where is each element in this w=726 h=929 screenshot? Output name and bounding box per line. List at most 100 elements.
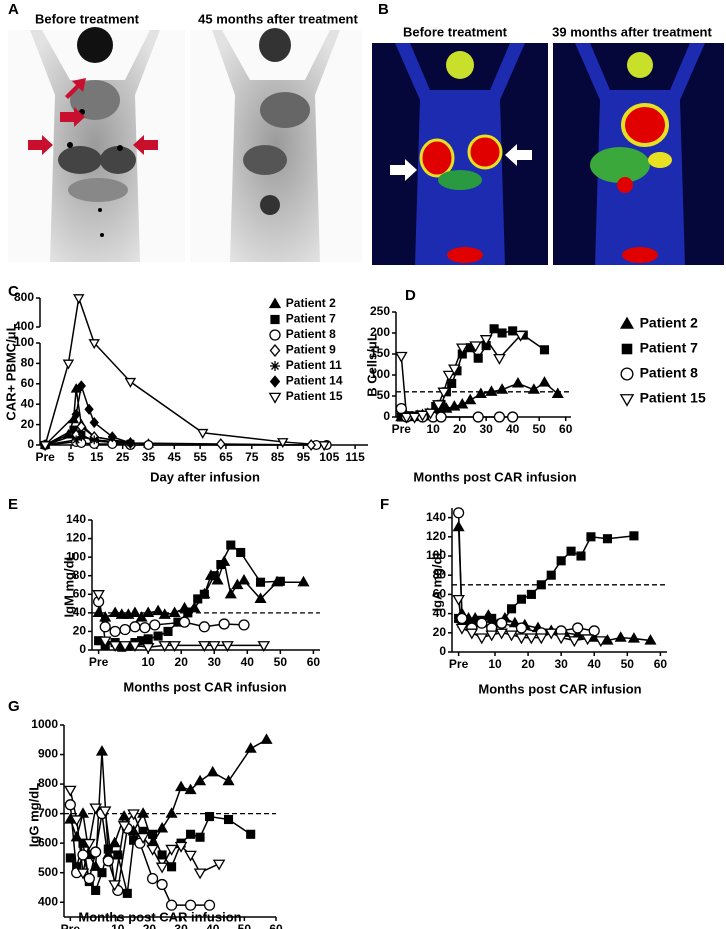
legend-label: Patient 14 (286, 374, 343, 388)
marker (64, 799, 76, 811)
x-tick-label: 75 (245, 450, 259, 464)
marker (453, 507, 465, 519)
marker (146, 872, 159, 885)
marker (107, 431, 117, 443)
marker (511, 376, 525, 388)
y-tick-label: 500 (38, 865, 58, 879)
marker (113, 850, 123, 860)
legend-label: Patient 15 (286, 389, 343, 403)
marker (516, 594, 527, 604)
marker (143, 439, 154, 451)
y-tick-label: 100 (14, 335, 34, 349)
marker (576, 551, 586, 561)
marker (257, 641, 271, 653)
marker (456, 612, 468, 625)
marker (168, 606, 181, 617)
legend-label: Patient 7 (640, 340, 699, 356)
marker (536, 580, 546, 590)
marker (226, 540, 236, 550)
marker (118, 810, 131, 821)
image-caption: Before treatment (403, 24, 508, 39)
marker (586, 532, 596, 542)
marker (76, 420, 87, 433)
marker (149, 619, 161, 631)
y-tick-label: 800 (38, 776, 58, 790)
marker (469, 341, 482, 353)
x-tick-label: 20 (143, 922, 157, 929)
marker (514, 330, 527, 342)
marker (83, 838, 96, 850)
legend-label: Patient 11 (286, 358, 342, 372)
x-tick-label: 50 (274, 655, 288, 669)
legend-label: Patient 8 (640, 365, 699, 381)
x-axis-title: Months post CAR infusion (478, 681, 641, 696)
marker (143, 634, 153, 644)
y-tick-label: 120 (66, 531, 86, 545)
marker (76, 807, 90, 818)
legend-label: Patient 15 (640, 390, 706, 406)
marker (196, 428, 209, 439)
marker (487, 613, 497, 623)
x-tick-label: 35 (142, 450, 156, 464)
marker (260, 733, 273, 744)
marker (614, 631, 627, 642)
marker (493, 411, 506, 423)
y-tick-label: 80 (433, 567, 447, 581)
marker (627, 632, 640, 643)
y-axis-title: IgA mg/dL (429, 548, 444, 611)
marker (71, 408, 81, 420)
marker (497, 328, 507, 338)
marker (142, 606, 155, 617)
marker (118, 641, 132, 653)
marker (128, 641, 142, 653)
marker (76, 868, 90, 880)
marker (485, 385, 498, 396)
marker (83, 872, 95, 885)
pet-image (372, 43, 724, 265)
y-tick-label: 400 (14, 319, 34, 333)
x-tick-label: 30 (174, 922, 188, 929)
x-axis-title: Day after infusion (150, 469, 260, 484)
marker (155, 862, 169, 874)
y-tick-label: 0 (439, 644, 446, 658)
x-tick-label: 105 (319, 450, 339, 464)
marker (95, 745, 109, 756)
marker (594, 636, 608, 648)
marker (193, 594, 203, 604)
marker (84, 403, 94, 415)
marker (465, 628, 479, 640)
x-tick-label: 115 (345, 450, 365, 464)
legend-label: Patient 9 (286, 343, 336, 357)
legend-label: Patient 2 (286, 296, 336, 310)
y-tick-label: 40 (21, 396, 35, 410)
marker (203, 899, 216, 911)
marker (109, 606, 122, 617)
marker (193, 868, 207, 880)
marker (236, 547, 246, 558)
y-tick-label: 60 (21, 376, 35, 390)
x-axis-title: Months post CAR infusion (413, 469, 576, 484)
x-tick-label: 40 (588, 657, 602, 671)
x-tick-label: 10 (488, 657, 502, 671)
y-tick-label: 40 (73, 605, 87, 619)
x-tick-label: 60 (307, 655, 321, 669)
marker (139, 622, 151, 634)
x-tick-label: 15 (90, 450, 104, 464)
marker (129, 621, 141, 633)
marker (448, 364, 461, 376)
pet-image (8, 27, 362, 262)
x-tick-label: 10 (111, 922, 125, 929)
marker (108, 641, 122, 653)
marker (416, 410, 429, 422)
marker (152, 604, 165, 616)
y-tick-label: 1000 (31, 717, 58, 731)
marker (98, 636, 112, 648)
marker (184, 783, 197, 795)
marker (268, 297, 282, 309)
marker (588, 625, 600, 637)
marker (452, 520, 465, 532)
y-axis-title: B Cells/μL (364, 333, 379, 397)
marker (156, 821, 169, 833)
marker (474, 387, 487, 398)
